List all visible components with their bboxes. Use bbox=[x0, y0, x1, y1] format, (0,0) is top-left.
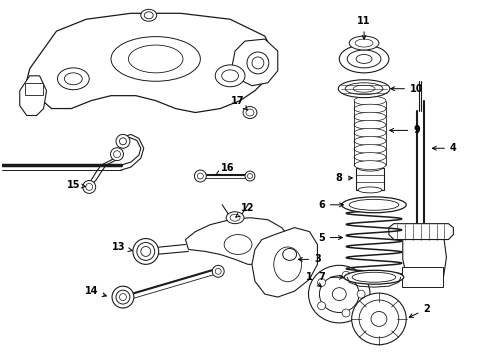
Text: 5: 5 bbox=[318, 233, 343, 243]
Ellipse shape bbox=[358, 187, 382, 193]
Ellipse shape bbox=[274, 247, 301, 282]
Ellipse shape bbox=[212, 265, 224, 277]
Ellipse shape bbox=[354, 104, 386, 113]
Text: 7: 7 bbox=[318, 272, 343, 282]
Ellipse shape bbox=[342, 309, 350, 317]
Text: 10: 10 bbox=[391, 84, 423, 94]
Ellipse shape bbox=[358, 165, 382, 171]
Ellipse shape bbox=[246, 109, 254, 116]
Ellipse shape bbox=[195, 170, 206, 182]
Text: 1: 1 bbox=[306, 272, 321, 287]
Polygon shape bbox=[185, 218, 290, 264]
Ellipse shape bbox=[354, 120, 386, 129]
Text: 8: 8 bbox=[336, 173, 352, 183]
Ellipse shape bbox=[342, 197, 406, 213]
Ellipse shape bbox=[57, 68, 89, 90]
Polygon shape bbox=[389, 224, 453, 239]
Ellipse shape bbox=[319, 276, 359, 312]
Text: 12: 12 bbox=[236, 203, 255, 217]
Text: 16: 16 bbox=[216, 163, 235, 175]
Ellipse shape bbox=[357, 290, 365, 298]
Bar bbox=[356, 168, 384, 190]
Text: 3: 3 bbox=[298, 255, 321, 264]
Bar bbox=[24, 83, 43, 95]
Ellipse shape bbox=[342, 271, 350, 279]
Ellipse shape bbox=[144, 12, 153, 19]
Ellipse shape bbox=[309, 265, 370, 323]
Ellipse shape bbox=[354, 161, 386, 170]
Text: 6: 6 bbox=[318, 200, 343, 210]
Polygon shape bbox=[232, 39, 278, 86]
Ellipse shape bbox=[354, 129, 386, 137]
Ellipse shape bbox=[137, 243, 155, 260]
Polygon shape bbox=[403, 225, 446, 284]
Ellipse shape bbox=[247, 52, 269, 74]
Ellipse shape bbox=[349, 36, 379, 50]
Ellipse shape bbox=[252, 57, 264, 69]
Ellipse shape bbox=[344, 270, 404, 284]
Ellipse shape bbox=[354, 112, 386, 121]
Ellipse shape bbox=[332, 288, 346, 301]
Ellipse shape bbox=[111, 148, 123, 161]
Ellipse shape bbox=[345, 83, 383, 95]
Ellipse shape bbox=[221, 70, 239, 82]
Ellipse shape bbox=[347, 50, 381, 68]
Text: 14: 14 bbox=[84, 286, 106, 297]
Ellipse shape bbox=[120, 138, 126, 145]
Ellipse shape bbox=[339, 45, 389, 73]
Ellipse shape bbox=[111, 37, 200, 81]
Ellipse shape bbox=[359, 300, 399, 338]
Ellipse shape bbox=[226, 212, 244, 224]
Text: 4: 4 bbox=[433, 143, 457, 153]
Ellipse shape bbox=[356, 54, 372, 63]
Polygon shape bbox=[26, 13, 275, 113]
Ellipse shape bbox=[355, 39, 373, 47]
Ellipse shape bbox=[318, 302, 325, 310]
Text: 13: 13 bbox=[112, 243, 132, 252]
Ellipse shape bbox=[116, 134, 130, 148]
Ellipse shape bbox=[349, 199, 399, 210]
Ellipse shape bbox=[141, 9, 157, 21]
Ellipse shape bbox=[371, 311, 387, 327]
Ellipse shape bbox=[224, 235, 252, 255]
Text: 11: 11 bbox=[357, 16, 371, 39]
Ellipse shape bbox=[83, 180, 96, 193]
Ellipse shape bbox=[338, 80, 390, 98]
Polygon shape bbox=[20, 76, 47, 116]
Ellipse shape bbox=[318, 279, 325, 287]
Ellipse shape bbox=[354, 153, 386, 162]
Ellipse shape bbox=[64, 73, 82, 85]
Ellipse shape bbox=[243, 107, 257, 118]
Bar bbox=[402, 267, 443, 287]
Ellipse shape bbox=[353, 85, 375, 92]
Ellipse shape bbox=[245, 171, 255, 181]
Ellipse shape bbox=[352, 293, 406, 345]
Text: 17: 17 bbox=[231, 96, 248, 111]
Ellipse shape bbox=[354, 144, 386, 153]
Text: 15: 15 bbox=[67, 180, 86, 190]
Text: 2: 2 bbox=[409, 304, 430, 318]
Ellipse shape bbox=[112, 286, 134, 308]
Ellipse shape bbox=[128, 45, 183, 73]
Ellipse shape bbox=[354, 136, 386, 145]
Text: 9: 9 bbox=[390, 125, 420, 135]
Ellipse shape bbox=[215, 65, 245, 87]
Ellipse shape bbox=[352, 272, 396, 282]
Ellipse shape bbox=[133, 239, 159, 264]
Ellipse shape bbox=[141, 247, 151, 256]
Ellipse shape bbox=[354, 96, 386, 105]
Ellipse shape bbox=[283, 248, 296, 260]
Polygon shape bbox=[252, 228, 318, 297]
Ellipse shape bbox=[116, 290, 130, 304]
